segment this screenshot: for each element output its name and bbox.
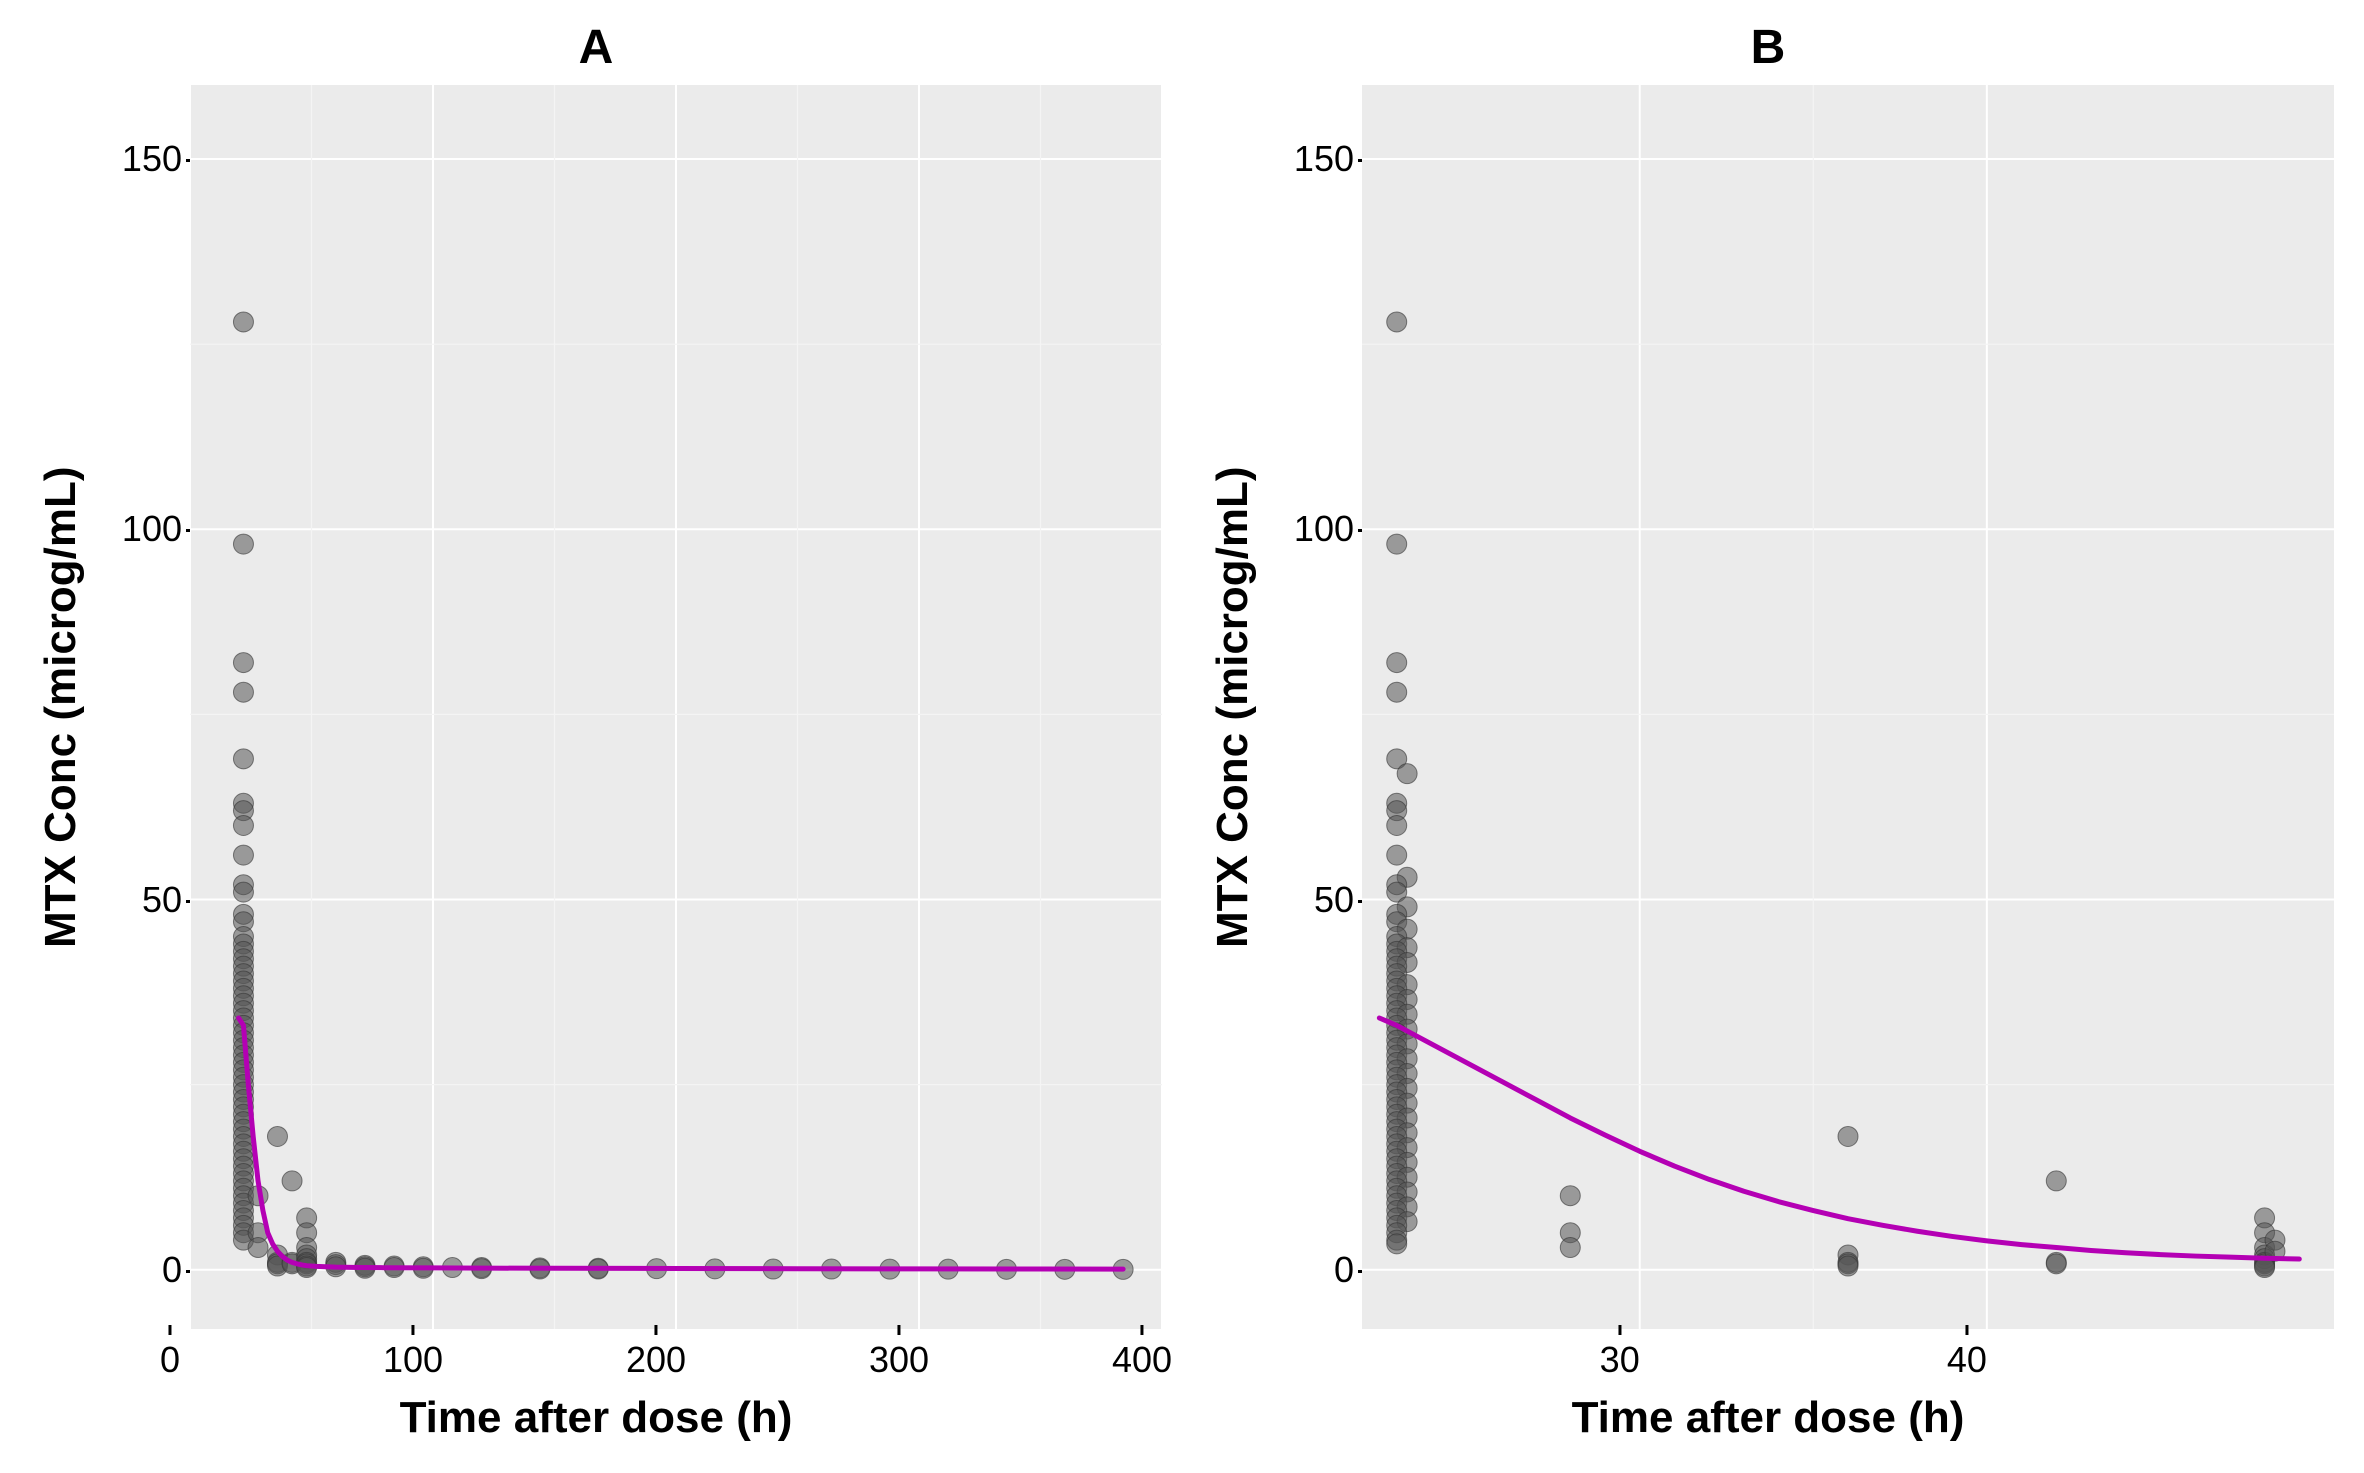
- panel-A: A MTX Conc (microg/mL) 0 50 100 150 0 100 200…: [30, 20, 1162, 1443]
- panel-B-title: B: [1751, 20, 1786, 75]
- panel-B-yticks: 0 50 100 150: [1264, 85, 1362, 1329]
- ytick: 50: [1314, 879, 1354, 921]
- panel-A-xticks: 0100200300400: [170, 1329, 1162, 1389]
- ytick: 150: [1294, 138, 1354, 180]
- panel-A-title: A: [579, 20, 614, 75]
- plot-svg: [190, 85, 1162, 1329]
- ytick: 100: [1294, 508, 1354, 550]
- xtick: 200: [626, 1339, 686, 1381]
- xtick: 0: [160, 1339, 180, 1381]
- panel-B-ylabel: MTX Conc (microg/mL): [1202, 85, 1264, 1329]
- panel-A-ylabel: MTX Conc (microg/mL): [30, 85, 92, 1329]
- ytick: 100: [122, 508, 182, 550]
- ytick: 0: [1334, 1249, 1354, 1291]
- ytick: 150: [122, 138, 182, 180]
- panel-B-plot: [1362, 85, 2334, 1329]
- figure: A MTX Conc (microg/mL) 0 50 100 150 0 100 200…: [0, 0, 2364, 1473]
- xtick: 30: [1600, 1339, 1640, 1381]
- panel-A-xlabel: Time after dose (h): [400, 1393, 793, 1443]
- ytick: 0: [162, 1249, 182, 1291]
- xtick: 100: [383, 1339, 443, 1381]
- panel-A-yticks: 0 50 100 150: [92, 85, 190, 1329]
- xtick: 400: [1112, 1339, 1172, 1381]
- xtick: 300: [869, 1339, 929, 1381]
- panel-B-xlabel: Time after dose (h): [1572, 1393, 1965, 1443]
- panel-B-xticks: 30 40: [1342, 1329, 2334, 1389]
- plot-svg: [1362, 85, 2334, 1329]
- ytick: 50: [142, 879, 182, 921]
- panel-A-plot: [190, 85, 1162, 1329]
- xtick: 40: [1947, 1339, 1987, 1381]
- panel-B: B MTX Conc (microg/mL) 0 50 100 150 30 40 Ti…: [1202, 20, 2334, 1443]
